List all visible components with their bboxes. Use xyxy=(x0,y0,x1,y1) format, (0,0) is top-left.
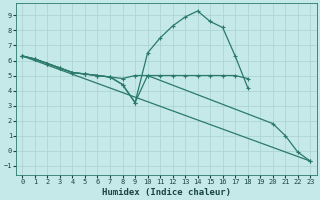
X-axis label: Humidex (Indice chaleur): Humidex (Indice chaleur) xyxy=(102,188,231,197)
